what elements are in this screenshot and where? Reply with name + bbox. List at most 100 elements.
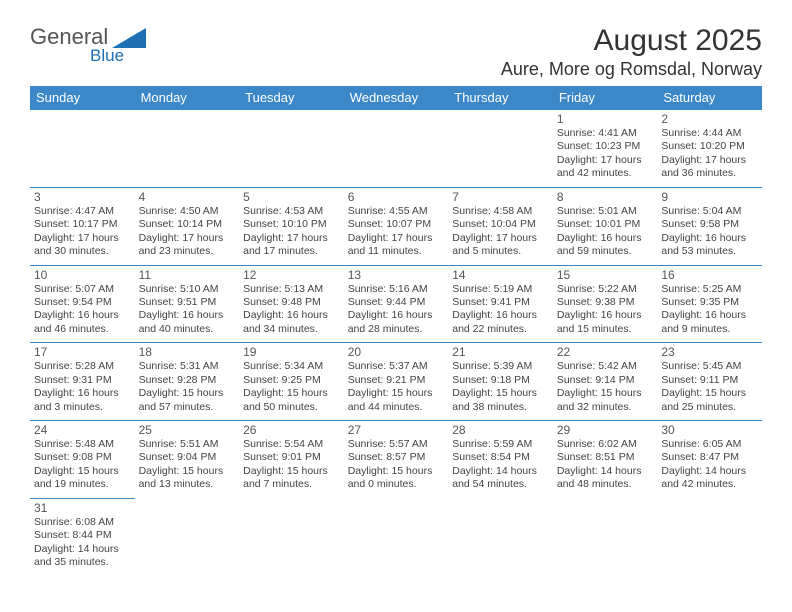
day-details: Sunrise: 6:08 AMSunset: 8:44 PMDaylight:… bbox=[34, 516, 131, 570]
month-title: August 2025 bbox=[501, 24, 762, 57]
calendar-cell bbox=[657, 498, 762, 575]
logo-text-blue: Blue bbox=[90, 46, 124, 66]
day-details: Sunrise: 5:16 AMSunset: 9:44 PMDaylight:… bbox=[348, 283, 445, 337]
day-details: Sunrise: 5:13 AMSunset: 9:48 PMDaylight:… bbox=[243, 283, 340, 337]
day-number: 16 bbox=[661, 268, 758, 282]
weekday-header: Tuesday bbox=[239, 86, 344, 110]
day-number: 31 bbox=[34, 501, 131, 515]
day-details: Sunrise: 4:58 AMSunset: 10:04 PMDaylight… bbox=[452, 205, 549, 259]
day-number: 18 bbox=[139, 345, 236, 359]
day-details: Sunrise: 5:39 AMSunset: 9:18 PMDaylight:… bbox=[452, 360, 549, 414]
calendar-row: 24Sunrise: 5:48 AMSunset: 9:08 PMDayligh… bbox=[30, 421, 762, 499]
day-details: Sunrise: 5:31 AMSunset: 9:28 PMDaylight:… bbox=[139, 360, 236, 414]
day-number: 15 bbox=[557, 268, 654, 282]
day-number: 30 bbox=[661, 423, 758, 437]
calendar-cell: 3Sunrise: 4:47 AMSunset: 10:17 PMDayligh… bbox=[30, 187, 135, 265]
calendar-table: Sunday Monday Tuesday Wednesday Thursday… bbox=[30, 86, 762, 576]
calendar-cell: 10Sunrise: 5:07 AMSunset: 9:54 PMDayligh… bbox=[30, 265, 135, 343]
day-details: Sunrise: 5:59 AMSunset: 8:54 PMDaylight:… bbox=[452, 438, 549, 492]
day-details: Sunrise: 4:53 AMSunset: 10:10 PMDaylight… bbox=[243, 205, 340, 259]
calendar-cell: 15Sunrise: 5:22 AMSunset: 9:38 PMDayligh… bbox=[553, 265, 658, 343]
calendar-cell: 20Sunrise: 5:37 AMSunset: 9:21 PMDayligh… bbox=[344, 343, 449, 421]
calendar-cell: 19Sunrise: 5:34 AMSunset: 9:25 PMDayligh… bbox=[239, 343, 344, 421]
logo: General Blue bbox=[30, 24, 146, 50]
calendar-cell: 1Sunrise: 4:41 AMSunset: 10:23 PMDayligh… bbox=[553, 110, 658, 188]
day-number: 13 bbox=[348, 268, 445, 282]
calendar-cell bbox=[448, 498, 553, 575]
day-details: Sunrise: 4:41 AMSunset: 10:23 PMDaylight… bbox=[557, 127, 654, 181]
calendar-cell: 23Sunrise: 5:45 AMSunset: 9:11 PMDayligh… bbox=[657, 343, 762, 421]
calendar-cell: 22Sunrise: 5:42 AMSunset: 9:14 PMDayligh… bbox=[553, 343, 658, 421]
day-number: 7 bbox=[452, 190, 549, 204]
calendar-cell: 6Sunrise: 4:55 AMSunset: 10:07 PMDayligh… bbox=[344, 187, 449, 265]
day-number: 25 bbox=[139, 423, 236, 437]
day-number: 3 bbox=[34, 190, 131, 204]
day-number: 28 bbox=[452, 423, 549, 437]
day-details: Sunrise: 5:07 AMSunset: 9:54 PMDaylight:… bbox=[34, 283, 131, 337]
day-number: 23 bbox=[661, 345, 758, 359]
day-number: 26 bbox=[243, 423, 340, 437]
calendar-cell: 8Sunrise: 5:01 AMSunset: 10:01 PMDayligh… bbox=[553, 187, 658, 265]
calendar-cell: 31Sunrise: 6:08 AMSunset: 8:44 PMDayligh… bbox=[30, 498, 135, 575]
day-number: 8 bbox=[557, 190, 654, 204]
calendar-cell: 29Sunrise: 6:02 AMSunset: 8:51 PMDayligh… bbox=[553, 421, 658, 499]
day-number: 14 bbox=[452, 268, 549, 282]
day-number: 29 bbox=[557, 423, 654, 437]
calendar-cell: 21Sunrise: 5:39 AMSunset: 9:18 PMDayligh… bbox=[448, 343, 553, 421]
weekday-header: Wednesday bbox=[344, 86, 449, 110]
day-details: Sunrise: 5:22 AMSunset: 9:38 PMDaylight:… bbox=[557, 283, 654, 337]
weekday-header: Sunday bbox=[30, 86, 135, 110]
calendar-cell: 26Sunrise: 5:54 AMSunset: 9:01 PMDayligh… bbox=[239, 421, 344, 499]
day-number: 19 bbox=[243, 345, 340, 359]
day-details: Sunrise: 5:25 AMSunset: 9:35 PMDaylight:… bbox=[661, 283, 758, 337]
weekday-header: Friday bbox=[553, 86, 658, 110]
day-details: Sunrise: 6:02 AMSunset: 8:51 PMDaylight:… bbox=[557, 438, 654, 492]
day-details: Sunrise: 4:55 AMSunset: 10:07 PMDaylight… bbox=[348, 205, 445, 259]
day-details: Sunrise: 5:51 AMSunset: 9:04 PMDaylight:… bbox=[139, 438, 236, 492]
day-details: Sunrise: 4:50 AMSunset: 10:14 PMDaylight… bbox=[139, 205, 236, 259]
day-details: Sunrise: 5:10 AMSunset: 9:51 PMDaylight:… bbox=[139, 283, 236, 337]
day-number: 10 bbox=[34, 268, 131, 282]
calendar-cell: 5Sunrise: 4:53 AMSunset: 10:10 PMDayligh… bbox=[239, 187, 344, 265]
location-subtitle: Aure, More og Romsdal, Norway bbox=[501, 59, 762, 80]
calendar-cell: 13Sunrise: 5:16 AMSunset: 9:44 PMDayligh… bbox=[344, 265, 449, 343]
calendar-cell: 18Sunrise: 5:31 AMSunset: 9:28 PMDayligh… bbox=[135, 343, 240, 421]
calendar-cell bbox=[135, 498, 240, 575]
calendar-cell bbox=[239, 110, 344, 188]
day-number: 9 bbox=[661, 190, 758, 204]
calendar-cell: 14Sunrise: 5:19 AMSunset: 9:41 PMDayligh… bbox=[448, 265, 553, 343]
day-number: 5 bbox=[243, 190, 340, 204]
day-details: Sunrise: 4:47 AMSunset: 10:17 PMDaylight… bbox=[34, 205, 131, 259]
calendar-cell: 7Sunrise: 4:58 AMSunset: 10:04 PMDayligh… bbox=[448, 187, 553, 265]
calendar-cell bbox=[30, 110, 135, 188]
calendar-cell: 25Sunrise: 5:51 AMSunset: 9:04 PMDayligh… bbox=[135, 421, 240, 499]
calendar-row: 17Sunrise: 5:28 AMSunset: 9:31 PMDayligh… bbox=[30, 343, 762, 421]
day-details: Sunrise: 5:28 AMSunset: 9:31 PMDaylight:… bbox=[34, 360, 131, 414]
day-details: Sunrise: 5:42 AMSunset: 9:14 PMDaylight:… bbox=[557, 360, 654, 414]
day-details: Sunrise: 4:44 AMSunset: 10:20 PMDaylight… bbox=[661, 127, 758, 181]
calendar-cell bbox=[239, 498, 344, 575]
calendar-cell bbox=[344, 110, 449, 188]
day-details: Sunrise: 5:19 AMSunset: 9:41 PMDaylight:… bbox=[452, 283, 549, 337]
calendar-cell: 24Sunrise: 5:48 AMSunset: 9:08 PMDayligh… bbox=[30, 421, 135, 499]
calendar-row: 10Sunrise: 5:07 AMSunset: 9:54 PMDayligh… bbox=[30, 265, 762, 343]
day-number: 20 bbox=[348, 345, 445, 359]
calendar-cell: 28Sunrise: 5:59 AMSunset: 8:54 PMDayligh… bbox=[448, 421, 553, 499]
weekday-header: Thursday bbox=[448, 86, 553, 110]
day-number: 22 bbox=[557, 345, 654, 359]
day-details: Sunrise: 5:04 AMSunset: 9:58 PMDaylight:… bbox=[661, 205, 758, 259]
calendar-cell bbox=[448, 110, 553, 188]
day-number: 24 bbox=[34, 423, 131, 437]
calendar-cell: 17Sunrise: 5:28 AMSunset: 9:31 PMDayligh… bbox=[30, 343, 135, 421]
calendar-cell bbox=[553, 498, 658, 575]
day-details: Sunrise: 6:05 AMSunset: 8:47 PMDaylight:… bbox=[661, 438, 758, 492]
day-number: 4 bbox=[139, 190, 236, 204]
day-number: 1 bbox=[557, 112, 654, 126]
calendar-cell bbox=[344, 498, 449, 575]
day-number: 2 bbox=[661, 112, 758, 126]
calendar-row: 31Sunrise: 6:08 AMSunset: 8:44 PMDayligh… bbox=[30, 498, 762, 575]
calendar-cell: 27Sunrise: 5:57 AMSunset: 8:57 PMDayligh… bbox=[344, 421, 449, 499]
calendar-row: 3Sunrise: 4:47 AMSunset: 10:17 PMDayligh… bbox=[30, 187, 762, 265]
calendar-row: 1Sunrise: 4:41 AMSunset: 10:23 PMDayligh… bbox=[30, 110, 762, 188]
day-details: Sunrise: 5:45 AMSunset: 9:11 PMDaylight:… bbox=[661, 360, 758, 414]
